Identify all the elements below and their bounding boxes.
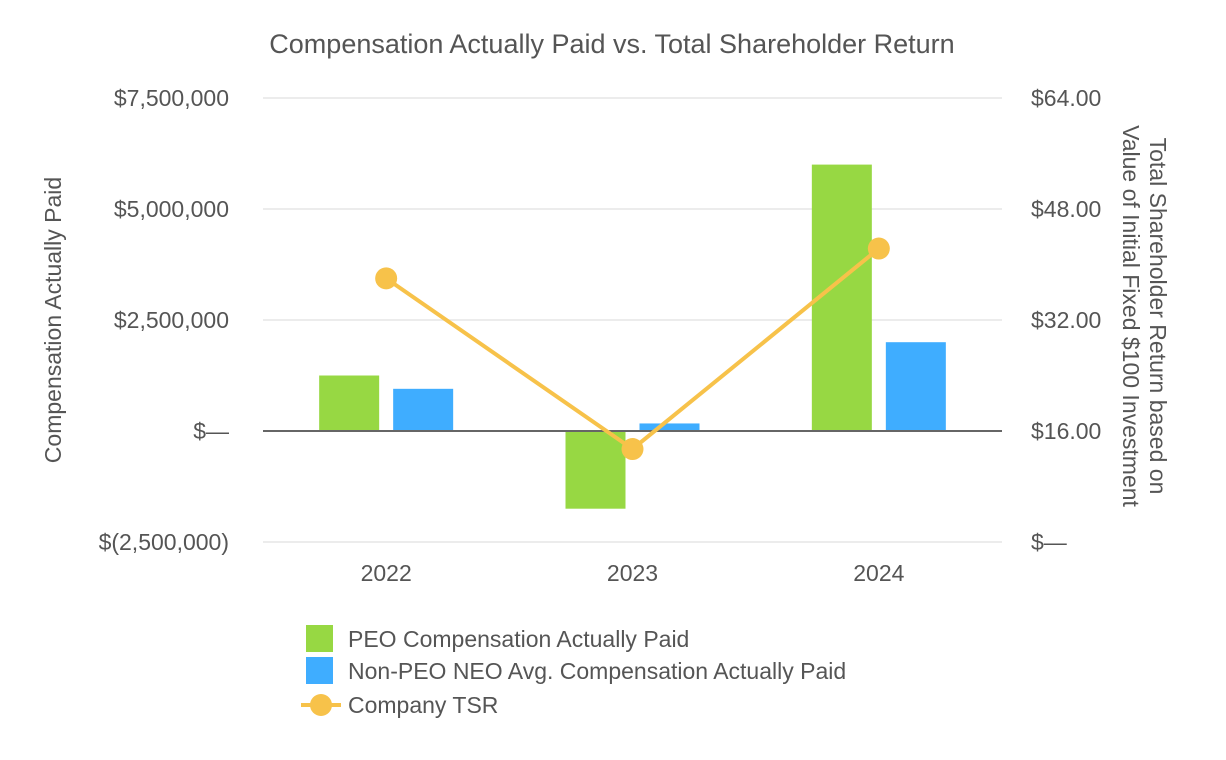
right-tick-label: $32.00 [1031, 307, 1101, 333]
bar-non-peo-2023 [639, 423, 700, 431]
bar-peo-2024 [811, 164, 872, 431]
right-tick-label: $16.00 [1031, 418, 1101, 444]
left-tick-label: $5,000,000 [114, 196, 229, 222]
legend-swatch-non-peo [306, 657, 333, 684]
right-axis-label-line-2: Value of Initial Fixed $100 Investment [1118, 125, 1144, 507]
chart-title: Compensation Actually Paid vs. Total Sha… [269, 29, 954, 59]
tsr-point-2024 [867, 237, 890, 260]
legend-label-peo: PEO Compensation Actually Paid [348, 626, 689, 652]
left-axis-label: Compensation Actually Paid [40, 177, 66, 463]
legend-swatch-peo [306, 625, 333, 652]
left-tick-label: $7,500,000 [114, 85, 229, 111]
gridlines [263, 97, 1002, 543]
bar-non-peo-2022 [393, 388, 454, 431]
left-tick-label: $(2,500,000) [99, 529, 229, 555]
tsr-point-2022 [375, 267, 398, 290]
legend-marker-tsr [310, 694, 332, 716]
bar-non-peo-2024 [885, 342, 946, 431]
x-axis-ticks: 2022 2023 2024 [361, 560, 905, 586]
bar-peo-2022 [319, 375, 380, 431]
left-tick-label: $— [193, 418, 229, 444]
bars [319, 164, 946, 509]
x-tick-label: 2022 [361, 560, 412, 586]
right-axis-label-line-1: Total Shareholder Return based on [1145, 138, 1171, 495]
right-axis-ticks: $64.00 $48.00 $32.00 $16.00 $— [1031, 85, 1101, 555]
left-tick-label: $2,500,000 [114, 307, 229, 333]
legend-label-non-peo: Non-PEO NEO Avg. Compensation Actually P… [348, 658, 846, 684]
right-tick-label: $48.00 [1031, 196, 1101, 222]
tsr-line-series [375, 237, 890, 461]
x-tick-label: 2024 [853, 560, 904, 586]
tsr-point-2023 [621, 438, 644, 461]
legend-label-tsr: Company TSR [348, 692, 498, 718]
bar-peo-2023 [565, 431, 626, 509]
right-axis-label: Total Shareholder Return based on Value … [1118, 125, 1171, 507]
legend: PEO Compensation Actually Paid Non-PEO N… [301, 625, 846, 718]
x-tick-label: 2023 [607, 560, 658, 586]
right-tick-label: $64.00 [1031, 85, 1101, 111]
left-axis-ticks: $7,500,000 $5,000,000 $2,500,000 $— $(2,500,… [99, 85, 229, 555]
right-tick-label: $— [1031, 529, 1067, 555]
tsr-line [385, 246, 881, 452]
